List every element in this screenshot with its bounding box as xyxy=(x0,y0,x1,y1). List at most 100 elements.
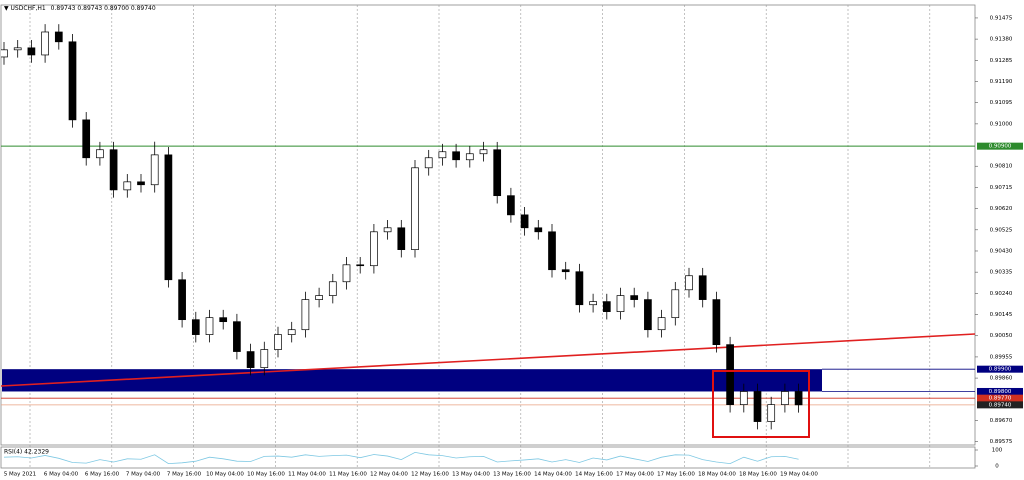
candle-body xyxy=(356,264,365,267)
price-label: 0.89800 xyxy=(989,389,1012,395)
y-tick-label: 0.89670 xyxy=(990,418,1013,424)
candle-body xyxy=(520,214,529,229)
price-label: 0.90900 xyxy=(989,144,1012,150)
price-label-bg xyxy=(977,387,1023,395)
candle-body xyxy=(82,119,91,159)
x-tick-label: 18 May 04:00 xyxy=(698,472,736,478)
candle-body xyxy=(342,264,351,283)
candle-body xyxy=(644,299,652,331)
y-tick-label: 0.90525 xyxy=(990,227,1013,233)
y-tick-label: 0.91190 xyxy=(990,79,1013,85)
candle-body xyxy=(493,149,502,197)
price-label: 0.89740 xyxy=(989,402,1012,408)
trend-line xyxy=(1,333,975,387)
candle-body xyxy=(150,154,159,186)
candle-body xyxy=(781,391,789,405)
candle-body xyxy=(479,149,488,155)
price-label: 0.89900 xyxy=(989,367,1012,373)
candle-body xyxy=(301,299,310,331)
axes: 0.91475 0.91380 0.91285 0.91190 0.91095 0.910… xyxy=(4,15,1023,478)
quote-close: 0.89740 xyxy=(131,5,156,12)
x-tick-label: 11 May 04:00 xyxy=(288,472,326,478)
candle-body xyxy=(54,31,63,43)
candle-body xyxy=(191,319,200,335)
y-tick-label: 0.89575 xyxy=(990,439,1013,445)
x-tick-label: 6 May 04:00 xyxy=(44,472,79,478)
candle-body xyxy=(438,151,447,159)
candle-body xyxy=(315,295,323,300)
candle-body xyxy=(137,181,145,186)
y-tick-label: 0.90620 xyxy=(990,206,1013,212)
candle-body xyxy=(616,295,625,312)
x-tick-label: 17 May 16:00 xyxy=(657,472,695,478)
candle-body xyxy=(246,351,255,368)
y-tick-label: 0.91285 xyxy=(990,58,1013,64)
x-tick-label: 10 May 16:00 xyxy=(247,472,285,478)
candle-body xyxy=(589,301,597,306)
symbol: USDCHF,H1 xyxy=(11,5,46,12)
rsi-label: RSI(4) 42.2329 xyxy=(4,449,49,456)
candle-body xyxy=(452,151,460,161)
candle-body xyxy=(1,49,8,58)
candle-body xyxy=(671,289,680,319)
candle-body xyxy=(205,317,214,335)
candle-body xyxy=(370,231,378,267)
candle-body xyxy=(109,149,118,191)
candle-body xyxy=(548,231,556,271)
quote-low: 0.89700 xyxy=(104,5,129,12)
y-tick-label: 0.90240 xyxy=(990,291,1013,297)
candle-body xyxy=(68,41,77,121)
candle-body xyxy=(465,153,474,161)
candle-body xyxy=(27,47,36,56)
y-tick-label: 0.89955 xyxy=(990,354,1013,360)
candle-body xyxy=(794,391,803,406)
price-label-bg xyxy=(977,401,1023,409)
candle-body xyxy=(602,301,611,312)
candle-body xyxy=(397,227,406,250)
candle-body xyxy=(260,349,269,368)
price-label-bg xyxy=(977,142,1023,150)
candle-body xyxy=(698,275,707,300)
candle-body xyxy=(712,299,721,345)
y-tick-label: 0.91380 xyxy=(990,37,1013,43)
quote-high: 0.89743 xyxy=(77,5,102,12)
menu-arrow[interactable]: ▼ xyxy=(4,5,11,12)
x-tick-label: 6 May 16:00 xyxy=(85,472,120,478)
x-tick-label: 13 May 04:00 xyxy=(452,472,490,478)
x-tick-label: 7 May 04:00 xyxy=(126,472,161,478)
quote-open: 0.89743 xyxy=(51,5,76,12)
x-tick-label: 12 May 04:00 xyxy=(370,472,408,478)
x-tick-label: 11 May 16:00 xyxy=(329,472,367,478)
rsi-group: RSI(4) 42.2329 0 100 xyxy=(3,448,1003,470)
x-tick-label: 10 May 04:00 xyxy=(206,472,244,478)
candle-body xyxy=(13,47,22,51)
x-tick-label: 14 May 04:00 xyxy=(534,472,572,478)
candle-body xyxy=(726,344,734,405)
x-tick-label: 12 May 16:00 xyxy=(411,472,449,478)
candle-body xyxy=(657,317,666,331)
candle-body xyxy=(178,279,186,321)
candle-body xyxy=(739,391,748,405)
x-tick-label: 5 May 2021 xyxy=(4,472,36,478)
zones xyxy=(2,369,822,392)
x-tick-label: 18 May 16:00 xyxy=(739,472,777,478)
candle-body xyxy=(233,321,241,352)
candles xyxy=(1,24,803,430)
candle-body xyxy=(630,295,639,300)
y-tick-label: 0.90335 xyxy=(990,270,1013,276)
y-tick-label: 0.91095 xyxy=(990,100,1013,106)
x-tick-label: 7 May 16:00 xyxy=(167,472,202,478)
candle-body xyxy=(753,391,762,422)
highlight-box xyxy=(712,370,810,438)
rsi-tick-label: 100 xyxy=(992,448,1003,454)
y-tick-label: 0.90430 xyxy=(990,248,1013,254)
candle-body xyxy=(561,269,570,273)
candle-body xyxy=(41,31,49,56)
rsi-line xyxy=(3,451,799,465)
candle-body xyxy=(575,271,584,306)
y-tick-label: 0.90810 xyxy=(990,164,1013,170)
x-tick-label: 17 May 04:00 xyxy=(616,472,654,478)
candle-body xyxy=(534,227,543,233)
